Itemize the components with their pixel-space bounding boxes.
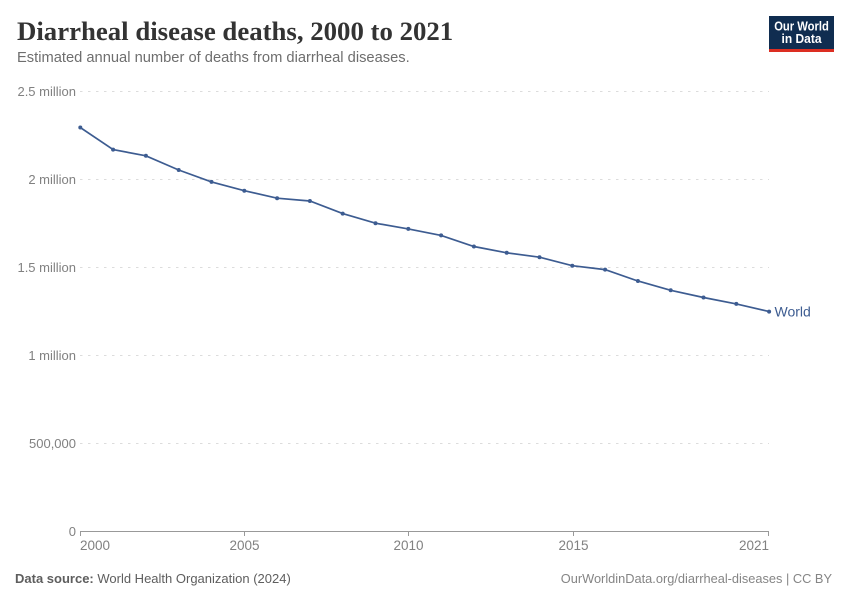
svg-text:World: World (775, 304, 811, 320)
svg-text:1.5 million: 1.5 million (17, 260, 76, 275)
svg-text:1 million: 1 million (28, 348, 76, 363)
svg-text:2.5 million: 2.5 million (17, 84, 76, 99)
svg-text:2015: 2015 (558, 538, 588, 553)
svg-text:2000: 2000 (80, 538, 110, 553)
svg-text:Our World: Our World (774, 18, 829, 33)
svg-text:2 million: 2 million (28, 172, 76, 187)
svg-text:2021: 2021 (739, 538, 769, 553)
svg-text:0: 0 (69, 524, 76, 539)
svg-text:2005: 2005 (229, 538, 259, 553)
svg-text:in Data: in Data (782, 31, 823, 46)
svg-text:2010: 2010 (393, 538, 423, 553)
svg-text:500,000: 500,000 (29, 436, 76, 451)
